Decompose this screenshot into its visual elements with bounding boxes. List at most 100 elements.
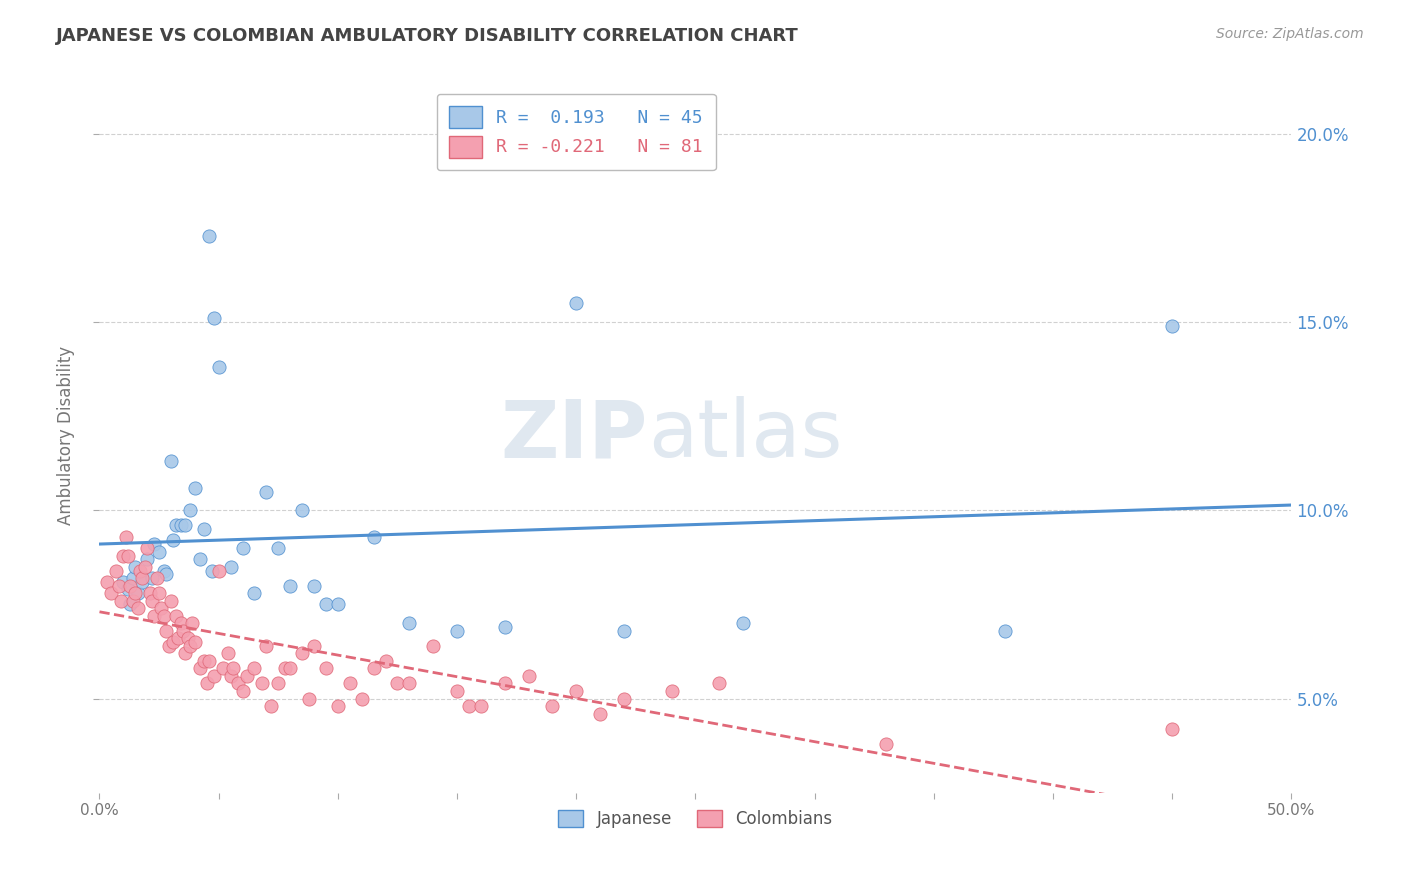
Point bbox=[176, 632, 198, 646]
Point bbox=[198, 654, 221, 668]
Point bbox=[613, 691, 636, 706]
Legend: Japanese, Colombians: Japanese, Colombians bbox=[551, 803, 839, 834]
Point bbox=[458, 699, 481, 714]
Point bbox=[117, 549, 139, 563]
Point bbox=[148, 586, 170, 600]
Point bbox=[222, 661, 245, 675]
Point bbox=[208, 360, 231, 375]
Point bbox=[195, 676, 218, 690]
Point bbox=[219, 669, 242, 683]
Point bbox=[162, 533, 184, 548]
Point bbox=[129, 564, 152, 578]
Text: Source: ZipAtlas.com: Source: ZipAtlas.com bbox=[1216, 27, 1364, 41]
Point bbox=[613, 624, 636, 638]
Point bbox=[160, 454, 183, 468]
Point bbox=[157, 639, 180, 653]
Point bbox=[169, 616, 191, 631]
Point bbox=[184, 635, 207, 649]
Point bbox=[143, 537, 166, 551]
Point bbox=[141, 593, 163, 607]
Point bbox=[709, 676, 731, 690]
Point bbox=[994, 624, 1017, 638]
Point bbox=[169, 518, 191, 533]
Point bbox=[661, 684, 683, 698]
Point bbox=[127, 601, 149, 615]
Point bbox=[217, 646, 239, 660]
Point bbox=[105, 564, 128, 578]
Point bbox=[131, 574, 153, 589]
Point bbox=[188, 661, 211, 675]
Point bbox=[875, 737, 897, 751]
Point bbox=[589, 706, 612, 721]
Point bbox=[374, 654, 396, 668]
Point bbox=[184, 481, 207, 495]
Text: ZIP: ZIP bbox=[501, 396, 648, 474]
Point bbox=[291, 646, 314, 660]
Point bbox=[302, 579, 325, 593]
Point bbox=[100, 586, 122, 600]
Point bbox=[250, 676, 273, 690]
Point bbox=[1161, 318, 1184, 333]
Point bbox=[254, 484, 277, 499]
Point bbox=[494, 620, 516, 634]
Point bbox=[422, 639, 444, 653]
Point bbox=[127, 586, 149, 600]
Point bbox=[120, 598, 142, 612]
Text: JAPANESE VS COLOMBIAN AMBULATORY DISABILITY CORRELATION CHART: JAPANESE VS COLOMBIAN AMBULATORY DISABIL… bbox=[56, 27, 799, 45]
Y-axis label: Ambulatory Disability: Ambulatory Disability bbox=[58, 345, 75, 524]
Point bbox=[153, 564, 176, 578]
Point bbox=[363, 661, 385, 675]
Point bbox=[363, 530, 385, 544]
Point bbox=[231, 684, 253, 698]
Point bbox=[267, 541, 290, 555]
Point bbox=[202, 669, 225, 683]
Point bbox=[117, 582, 139, 597]
Point bbox=[162, 635, 184, 649]
Point bbox=[517, 669, 540, 683]
Point bbox=[470, 699, 492, 714]
Point bbox=[138, 586, 160, 600]
Point bbox=[153, 608, 176, 623]
Point bbox=[143, 608, 166, 623]
Point bbox=[150, 601, 173, 615]
Point bbox=[172, 624, 194, 638]
Point bbox=[124, 559, 146, 574]
Point bbox=[120, 579, 142, 593]
Point bbox=[165, 608, 187, 623]
Point bbox=[212, 661, 235, 675]
Point bbox=[110, 593, 132, 607]
Point bbox=[446, 624, 468, 638]
Point bbox=[141, 571, 163, 585]
Point bbox=[326, 598, 349, 612]
Point bbox=[155, 624, 177, 638]
Point bbox=[121, 593, 143, 607]
Point bbox=[136, 552, 159, 566]
Point bbox=[145, 571, 167, 585]
Point bbox=[326, 699, 349, 714]
Point bbox=[315, 661, 337, 675]
Point bbox=[733, 616, 755, 631]
Point bbox=[446, 684, 468, 698]
Point bbox=[179, 503, 201, 517]
Point bbox=[243, 586, 266, 600]
Point bbox=[254, 639, 277, 653]
Point bbox=[112, 549, 135, 563]
Point bbox=[96, 574, 118, 589]
Point bbox=[193, 654, 215, 668]
Point bbox=[274, 661, 297, 675]
Point bbox=[350, 691, 373, 706]
Point bbox=[148, 545, 170, 559]
Point bbox=[291, 503, 314, 517]
Point bbox=[174, 646, 197, 660]
Point bbox=[302, 639, 325, 653]
Point bbox=[167, 632, 190, 646]
Point bbox=[267, 676, 290, 690]
Point bbox=[202, 311, 225, 326]
Point bbox=[181, 616, 204, 631]
Point bbox=[107, 579, 129, 593]
Point bbox=[231, 541, 253, 555]
Point bbox=[174, 518, 197, 533]
Point bbox=[1161, 722, 1184, 736]
Point bbox=[134, 559, 156, 574]
Point bbox=[112, 574, 135, 589]
